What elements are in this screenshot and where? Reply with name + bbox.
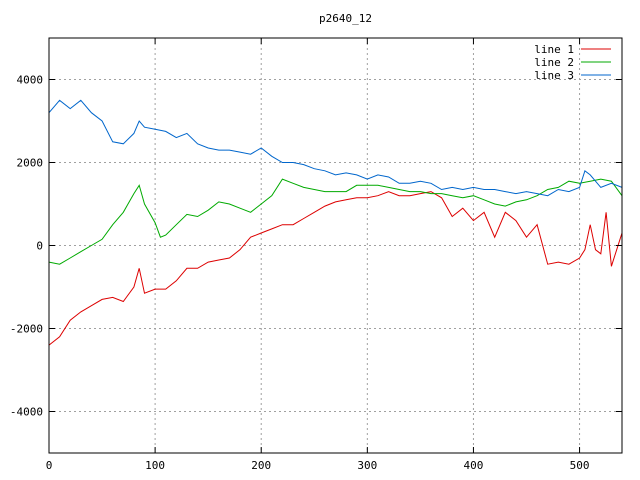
x-tick-label: 500 (570, 459, 590, 472)
legend-label-1: line 1 (534, 43, 574, 56)
x-tick-label: 100 (145, 459, 165, 472)
series-line-3 (48, 99, 623, 197)
y-tick-label: 0 (36, 240, 43, 253)
x-tick-label: 0 (46, 459, 53, 472)
y-tick-label: 2000 (17, 157, 44, 170)
x-tick-label: 300 (357, 459, 377, 472)
grid-lines (49, 38, 622, 453)
y-tick-label: 4000 (17, 74, 44, 87)
legend-label-3: line 3 (534, 69, 574, 82)
y-tick-label: -4000 (10, 406, 43, 419)
legend-label-2: line 2 (534, 56, 574, 69)
x-tick-label: 400 (464, 459, 484, 472)
x-tick-label: 200 (251, 459, 271, 472)
y-tick-label: -2000 (10, 323, 43, 336)
series-group (48, 99, 623, 346)
axis-ticks: 0 100 200 300 400 500 -4000 -2000 0 2000 4000 (10, 38, 622, 472)
series-line-1 (48, 191, 623, 346)
chart-title: p2640_12 (319, 12, 372, 25)
series-line-2 (48, 178, 623, 265)
